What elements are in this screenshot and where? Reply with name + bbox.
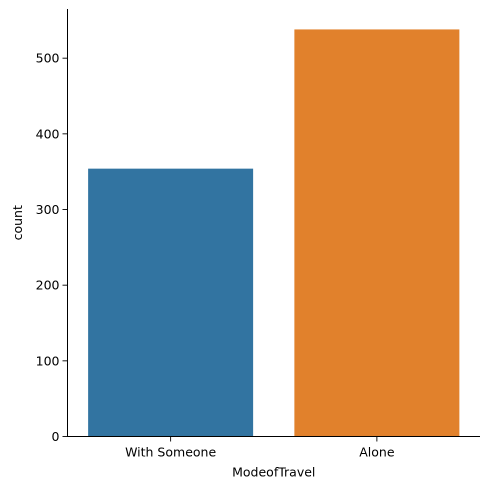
y-tick-label: 300 — [36, 202, 60, 217]
y-tick-label: 500 — [36, 51, 60, 66]
bar-with-someone — [88, 168, 254, 437]
bars-group — [88, 29, 460, 437]
y-tick-label: 400 — [36, 126, 60, 141]
y-tick-label: 0 — [52, 429, 60, 444]
x-tick-label: With Someone — [125, 445, 216, 460]
x-axis-title: ModeofTravel — [232, 465, 315, 480]
y-tick-label: 100 — [36, 353, 60, 368]
y-axis-title: count — [10, 205, 25, 240]
x-tick-label: Alone — [359, 445, 395, 460]
bar-alone — [294, 29, 460, 437]
x-axis-ticks: With Someone Alone — [125, 436, 395, 460]
y-axis-ticks: 0 100 200 300 400 500 — [36, 51, 68, 444]
y-tick-label: 200 — [36, 278, 60, 293]
